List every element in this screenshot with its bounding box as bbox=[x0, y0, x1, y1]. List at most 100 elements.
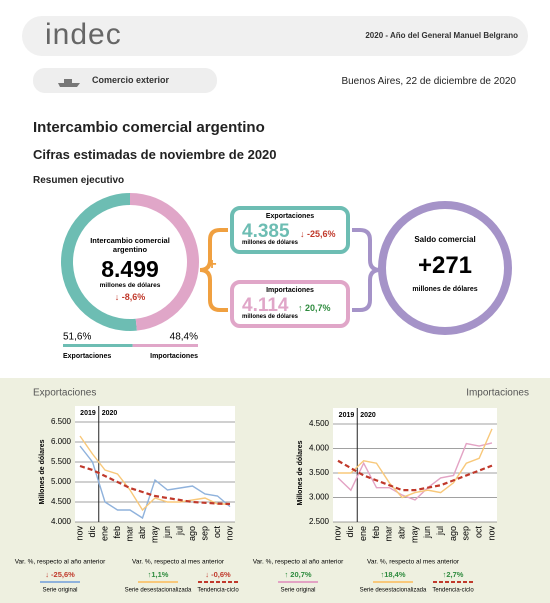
plus-bracket bbox=[199, 228, 228, 312]
imports-change: ↑ 20,7% bbox=[298, 303, 331, 313]
y-tick-label: 4.500 bbox=[51, 497, 72, 506]
section: Comercio exterior bbox=[92, 75, 170, 85]
y-axis-title: Millones de dólares bbox=[39, 439, 46, 504]
series-line bbox=[338, 428, 493, 499]
y-tick-label: 4.000 bbox=[309, 444, 330, 453]
exports-box bbox=[230, 206, 350, 254]
x-tick-label: jul bbox=[435, 526, 445, 536]
legend-name: Tendencia-ciclo bbox=[432, 588, 474, 594]
series-line bbox=[79, 445, 231, 520]
imports-unit: millones de dólares bbox=[242, 314, 299, 320]
donut-slice bbox=[60, 193, 137, 331]
plot-area bbox=[333, 408, 497, 522]
legend-change: ↓ -25,6% bbox=[45, 570, 75, 579]
share-bar bbox=[63, 344, 133, 347]
y-tick-label: 6.500 bbox=[51, 417, 72, 426]
x-tick-label: ene bbox=[99, 526, 109, 541]
legend-name: Serie original bbox=[280, 588, 315, 594]
share-bar bbox=[132, 344, 198, 347]
legend-change: ↑18,4% bbox=[380, 570, 405, 579]
date: Buenos Aires, 22 de diciembre de 2020 bbox=[341, 76, 516, 87]
legend-name: Serie original bbox=[42, 588, 77, 594]
donut-center-unit: millones de dólares bbox=[99, 282, 161, 289]
legend-change: ↑2,7% bbox=[443, 570, 464, 579]
x-tick-label: oct bbox=[212, 526, 222, 539]
legend-group-title: Var. %, respecto al año anterior bbox=[253, 559, 344, 566]
chart-title: Importaciones bbox=[466, 388, 529, 399]
x-tick-label: dic bbox=[87, 526, 97, 538]
donut-center-value: 8.499 bbox=[101, 256, 159, 282]
x-tick-label: mar bbox=[124, 526, 134, 542]
x-tick-label: feb bbox=[112, 526, 122, 539]
x-tick-label: ago bbox=[187, 526, 197, 541]
series-line bbox=[79, 435, 230, 512]
y-tick-label: 3.500 bbox=[309, 468, 330, 477]
y-tick-label: 4.500 bbox=[309, 419, 330, 428]
y-tick-label: 5.500 bbox=[51, 457, 72, 466]
year-label: 2020 bbox=[102, 410, 118, 417]
x-tick-label: nov bbox=[486, 526, 496, 541]
y-tick-label: 2.500 bbox=[309, 517, 330, 526]
year-label: 2019 bbox=[339, 412, 355, 419]
exports-unit: millones de dólares bbox=[242, 240, 299, 246]
balance-unit: millones de dólares bbox=[412, 286, 478, 293]
x-tick-label: nov bbox=[224, 526, 234, 541]
x-tick-label: dic bbox=[345, 526, 355, 538]
motto: 2020 - Año del General Manuel Belgrano bbox=[365, 31, 518, 40]
legend-name: Tendencia-ciclo bbox=[197, 588, 239, 594]
series-line bbox=[337, 459, 493, 492]
legend-change: ↑1,1% bbox=[148, 570, 169, 579]
y-axis-title: Millones de dólares bbox=[297, 440, 304, 505]
year-label: 2019 bbox=[80, 410, 96, 417]
x-tick-label: abr bbox=[137, 526, 147, 539]
summary-title: Resumen ejecutivo bbox=[33, 175, 125, 186]
x-tick-label: nov bbox=[74, 526, 84, 541]
section-pill bbox=[33, 68, 217, 93]
plot-area bbox=[75, 406, 235, 522]
series-line bbox=[79, 464, 231, 506]
y-tick-label: 6.000 bbox=[51, 437, 72, 446]
x-tick-label: nov bbox=[332, 526, 342, 541]
y-tick-label: 5.000 bbox=[51, 477, 72, 486]
x-tick-label: may bbox=[149, 526, 159, 544]
x-tick-label: jul bbox=[174, 526, 184, 536]
donut-slice bbox=[130, 193, 199, 331]
legend-name: Serie desestacionalizada bbox=[125, 588, 192, 594]
x-tick-label: mar bbox=[384, 526, 394, 542]
x-tick-label: may bbox=[409, 526, 419, 544]
x-tick-label: ago bbox=[448, 526, 458, 541]
legend-group-title: Var. %, respecto al año anterior bbox=[15, 559, 106, 566]
balance-circle bbox=[378, 201, 512, 335]
plus-sign: + bbox=[207, 256, 216, 273]
chart-title: Exportaciones bbox=[33, 388, 96, 399]
share-label: 48,4% bbox=[170, 332, 198, 343]
x-tick-label: jun bbox=[162, 526, 172, 539]
x-tick-label: sep bbox=[199, 526, 209, 541]
balance-value: +271 bbox=[417, 252, 473, 279]
exports-value: 4.385 bbox=[242, 221, 290, 242]
x-tick-label: ene bbox=[358, 526, 368, 541]
share-category: Exportaciones bbox=[63, 353, 111, 360]
header-bar bbox=[22, 16, 528, 56]
exports-change: ↓ -25,6% bbox=[300, 229, 336, 239]
legend-change: ↑ 20,7% bbox=[284, 570, 311, 579]
ship-icon bbox=[58, 79, 80, 87]
y-tick-label: 4.000 bbox=[51, 517, 72, 526]
balance-title: Saldo comercial bbox=[414, 235, 476, 244]
exports-title: Exportaciones bbox=[265, 213, 315, 220]
imports-box bbox=[230, 280, 350, 328]
year-label: 2020 bbox=[360, 412, 376, 419]
donut-center-title: Intercambio comercial argentino bbox=[90, 236, 170, 254]
share-category: Importaciones bbox=[150, 353, 198, 360]
x-tick-label: sep bbox=[461, 526, 471, 541]
legend-name: Serie desestacionalizada bbox=[360, 588, 427, 594]
x-tick-label: feb bbox=[371, 526, 381, 539]
logo: indec bbox=[45, 18, 122, 51]
x-tick-label: oct bbox=[474, 526, 484, 539]
legend-group-title: Var. %, respecto al mes anterior bbox=[132, 559, 225, 566]
x-tick-label: abr bbox=[397, 526, 407, 539]
title: Intercambio comercial argentino bbox=[33, 119, 265, 136]
minus-bracket bbox=[352, 228, 381, 312]
